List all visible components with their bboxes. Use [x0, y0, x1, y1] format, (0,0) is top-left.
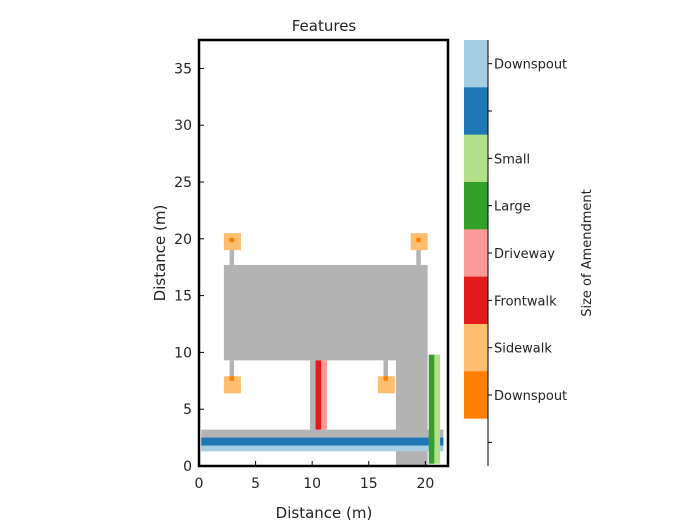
feature-pipe: [229, 242, 235, 265]
colorbar-segment: [464, 418, 488, 467]
colorbar-tick-label: Frontwalk: [494, 294, 557, 309]
feature-driveway: [321, 360, 327, 430]
feature-pipe: [416, 242, 421, 265]
x-tick-label: 0: [195, 476, 204, 492]
colorbar-tick-label: Small: [494, 152, 530, 167]
feature-pipe: [383, 360, 389, 381]
y-tick-label: 5: [183, 402, 192, 418]
feature-pipe: [229, 360, 235, 381]
x-axis-label: Distance (m): [276, 504, 373, 522]
colorbar-segment: [464, 87, 488, 136]
y-tick-label: 25: [174, 175, 192, 191]
colorbar: Downspout Small Large Driveway Frontwalk Side…: [464, 40, 567, 467]
y-tick-label: 0: [183, 459, 192, 475]
feature-large: [428, 354, 435, 464]
feature-orange-dot: [229, 376, 235, 381]
feature-house: [223, 264, 428, 361]
colorbar-segment: [464, 276, 488, 325]
colorbar-segment: [464, 324, 488, 372]
y-tick-label: 15: [174, 289, 192, 305]
x-tick-label: 15: [360, 476, 378, 492]
y-tick-label: 10: [174, 345, 192, 361]
colorbar-tick-label: Large: [494, 200, 531, 215]
colorbar-segment: [464, 40, 488, 88]
colorbar-segment: [464, 134, 488, 183]
feature-sidewalk-pad: [223, 376, 241, 394]
colorbar-tick-label: Downspout: [494, 389, 567, 404]
y-axis-label: Distance (m): [151, 205, 169, 302]
feature-frontwalk: [315, 360, 322, 430]
feature-sidewalk-pad: [377, 376, 395, 394]
x-tick-label: 20: [416, 476, 434, 492]
colorbar-tick-label: Downspout: [494, 58, 567, 73]
feature-orange-dot: [416, 237, 421, 243]
plot-area: [201, 233, 444, 466]
chart-title: Features: [292, 17, 357, 35]
feature-orange-dot: [383, 376, 389, 381]
feature-road-stripe-dark: [201, 437, 444, 446]
colorbar-label: Size of Amendment: [580, 189, 595, 317]
feature-orange-dot: [229, 237, 235, 243]
x-tick-label: 5: [251, 476, 260, 492]
colorbar-tick-label: Driveway: [494, 247, 555, 262]
y-tick-label: 35: [174, 61, 192, 77]
colorbar-segment: [464, 371, 488, 420]
colorbar-segment: [464, 182, 488, 230]
colorbar-segment: [464, 229, 488, 278]
feature-road-stripe-light: [201, 443, 444, 452]
axes: 0 5 10 15 20 0 5 10 15 20 25 30 35: [174, 38, 450, 492]
plot-frame: [197, 38, 450, 468]
x-tick-label: 10: [303, 476, 321, 492]
y-tick-label: 30: [174, 118, 192, 134]
y-tick-label: 20: [174, 232, 192, 248]
colorbar-tick-label: Sidewalk: [494, 342, 552, 357]
feature-small: [434, 354, 441, 464]
